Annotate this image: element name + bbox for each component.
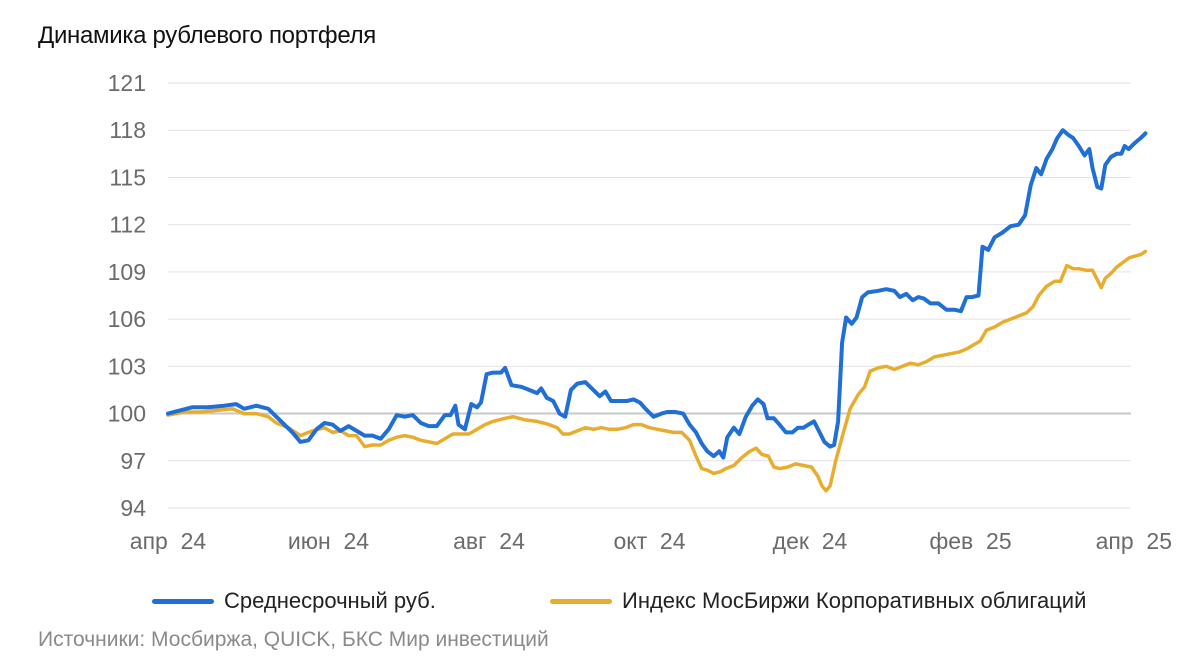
y-tick-label: 106	[108, 306, 146, 332]
x-tick-label: фев 25	[929, 528, 1011, 554]
y-tick-label: 115	[109, 164, 146, 190]
legend-item-series-2: Индекс МосБиржи Корпоративных облигаций	[550, 588, 1086, 614]
legend-item-series-1: Среднесрочный руб.	[152, 588, 436, 614]
y-tick-label: 121	[108, 70, 146, 96]
legend-swatch-series-1	[152, 598, 214, 604]
y-tick-label: 109	[108, 259, 146, 285]
y-tick-label: 97	[120, 448, 146, 474]
source-note: Источники: Мосбиржа, QUICK, БКС Мир инве…	[38, 628, 549, 651]
y-tick-label: 103	[108, 353, 146, 379]
y-tick-label: 118	[109, 117, 146, 143]
chart-title: Динамика рублевого портфеля	[38, 22, 377, 49]
series-lines	[166, 128, 1148, 493]
x-tick-label: апр 24	[130, 528, 207, 554]
legend-swatch-series-2	[550, 598, 612, 604]
x-tick-label: июн 24	[288, 528, 369, 554]
x-tick-label: апр 25	[1096, 528, 1172, 554]
legend-label-series-2: Индекс МосБиржи Корпоративных облигаций	[622, 588, 1087, 613]
legend: Среднесрочный руб. Индекс МосБиржи Корпо…	[0, 588, 1200, 618]
y-tick-label: 100	[108, 401, 146, 427]
x-tick-label: окт 24	[613, 528, 685, 554]
series-line-2	[166, 249, 1148, 493]
series-line-1	[166, 128, 1148, 460]
grid-lines	[168, 82, 1131, 509]
legend-label-series-1: Среднесрочный руб.	[224, 588, 436, 613]
x-axis: апр 24 июн 24 авг 24 окт 24 дек 24 фев 25 апр …	[130, 528, 1172, 554]
x-tick-label: авг 24	[453, 528, 525, 554]
y-tick-label: 94	[120, 495, 146, 521]
y-axis: 94 97 100 103 106 109 112 115 118 121	[108, 70, 147, 521]
y-tick-label: 112	[109, 212, 146, 238]
x-tick-label: дек 24	[773, 528, 848, 554]
